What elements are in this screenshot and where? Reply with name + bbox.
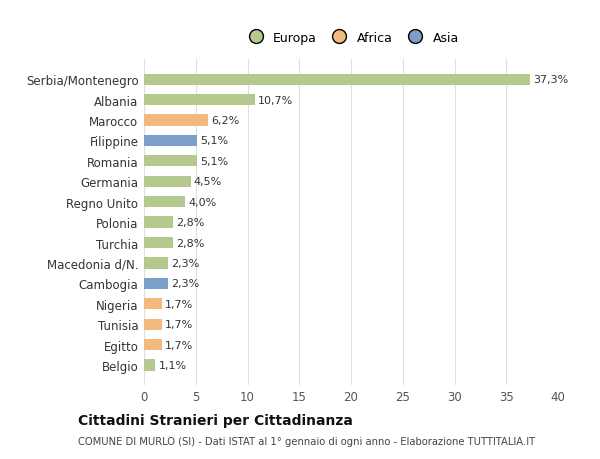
Text: 1,7%: 1,7% xyxy=(164,319,193,330)
Bar xyxy=(144,95,255,106)
Bar xyxy=(144,258,168,269)
Bar xyxy=(144,135,197,147)
Text: COMUNE DI MURLO (SI) - Dati ISTAT al 1° gennaio di ogni anno - Elaborazione TUTT: COMUNE DI MURLO (SI) - Dati ISTAT al 1° … xyxy=(78,437,535,446)
Text: 1,7%: 1,7% xyxy=(164,340,193,350)
Bar xyxy=(144,359,155,371)
Bar xyxy=(144,319,161,330)
Legend: Europa, Africa, Asia: Europa, Africa, Asia xyxy=(238,27,464,50)
Text: 5,1%: 5,1% xyxy=(200,157,228,167)
Bar xyxy=(144,298,161,310)
Text: 2,3%: 2,3% xyxy=(171,279,199,289)
Text: 1,1%: 1,1% xyxy=(158,360,187,370)
Bar xyxy=(144,278,168,289)
Bar xyxy=(144,196,185,208)
Text: 2,8%: 2,8% xyxy=(176,218,205,228)
Bar xyxy=(144,74,530,86)
Text: 2,3%: 2,3% xyxy=(171,258,199,269)
Text: 2,8%: 2,8% xyxy=(176,238,205,248)
Bar xyxy=(144,217,173,228)
Text: 4,5%: 4,5% xyxy=(194,177,222,187)
Text: Cittadini Stranieri per Cittadinanza: Cittadini Stranieri per Cittadinanza xyxy=(78,414,353,428)
Bar xyxy=(144,115,208,126)
Bar xyxy=(144,176,191,187)
Text: 1,7%: 1,7% xyxy=(164,299,193,309)
Bar xyxy=(144,156,197,167)
Text: 10,7%: 10,7% xyxy=(258,95,293,106)
Text: 5,1%: 5,1% xyxy=(200,136,228,146)
Text: 6,2%: 6,2% xyxy=(211,116,239,126)
Bar xyxy=(144,237,173,249)
Bar xyxy=(144,339,161,350)
Text: 4,0%: 4,0% xyxy=(188,197,217,207)
Text: 37,3%: 37,3% xyxy=(533,75,568,85)
